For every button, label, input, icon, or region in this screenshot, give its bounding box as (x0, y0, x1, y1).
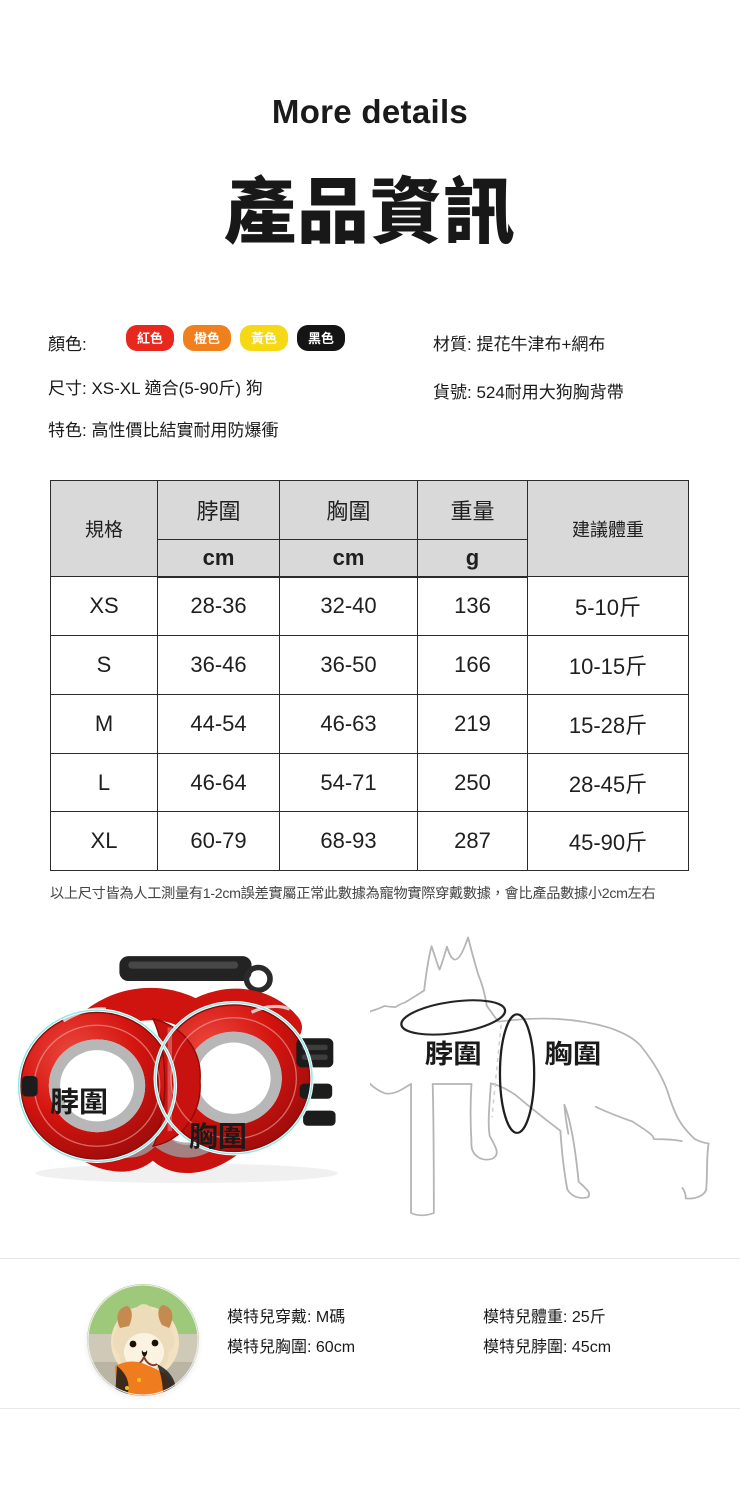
svg-text:胸圍: 胸圍 (189, 1115, 247, 1155)
svg-text:脖圍: 脖圍 (425, 1033, 482, 1071)
svg-text:胸圍: 胸圍 (544, 1033, 601, 1071)
svg-text:脖圍: 脖圍 (50, 1080, 108, 1120)
